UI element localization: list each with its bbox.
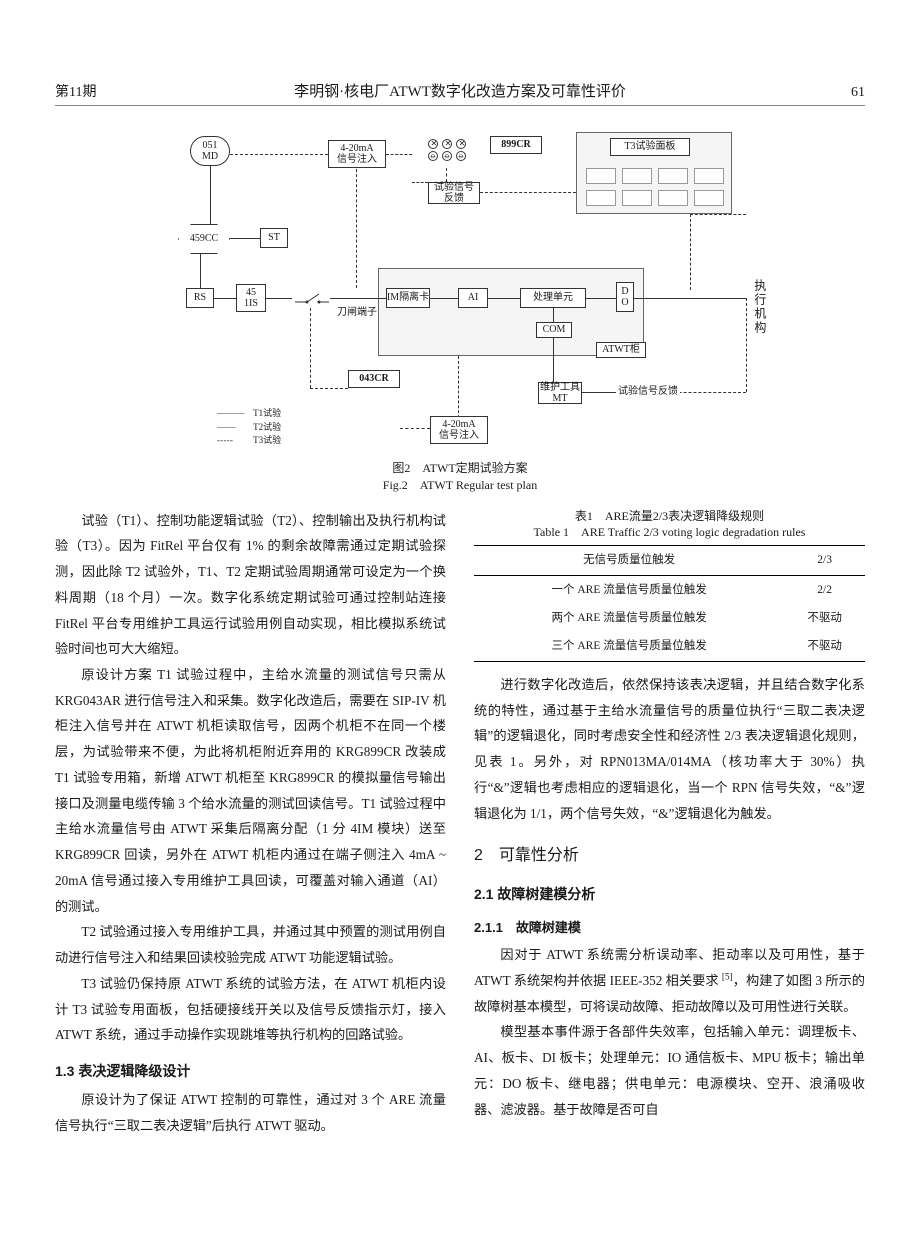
diagram-node-n899: 899CR [490,136,542,154]
diagram-node-n043: 043CR [348,370,400,388]
t1-r1c1: 2/2 [784,575,865,604]
running-header: 第11期 李明钢·核电厂ATWT数字化改造方案及可靠性评价 61 [55,80,865,106]
diagram-node-t3p: T3试验面板 [610,138,690,156]
right-p3: 模型基本事件源于各部件失效率，包括输入单元：调理板卡、AI、板卡、DI 板卡；处… [474,1019,865,1122]
heading-1-3: 1.3 表决逻辑降级设计 [55,1058,446,1085]
heading-2-1-1: 2.1.1 故障树建模 [474,915,865,940]
left-p2: 原设计方案 T1 试验过程中，主给水流量的测试信号只需从 KRG043AR 进行… [55,662,446,919]
diagram-node-rs: RS [186,288,214,308]
heading-2-1: 2.1 故障树建模分析 [474,881,865,908]
diagram-node-circ [412,138,482,164]
left-p5: 原设计为了保证 ATWT 控制的可靠性，通过对 3 个 ARE 流量信号执行“三… [55,1087,446,1138]
table-row: 一个 ARE 流量信号质量位触发2/2 [474,575,865,604]
diagram-node-fb2: 试验信号反馈 [616,386,680,398]
t1-r1c0: 一个 ARE 流量信号质量位触发 [474,575,784,604]
heading-2: 2 可靠性分析 [474,840,865,871]
diagram-node-n45: 45 1IS [236,284,266,312]
diagram-node-mt: 维护工具 MT [538,382,582,404]
diagram-node-exec: 执行机构 [750,264,768,350]
t1-r3c0: 三个 ARE 流量信号质量位触发 [474,632,784,661]
diagram-node-st: ST [260,228,288,248]
diagram-node-n4_20a: 4-20mA 信号注入 [328,140,386,168]
diagram-node-do: D O [616,282,634,312]
t1-r2c1: 不驱动 [784,604,865,632]
fig-caption-cn: 图2 ATWT定期试验方案 [392,461,527,475]
diagram-node-knife: 刀闸端子 [336,308,378,318]
fig-caption-en: Fig.2 ATWT Regular test plan [383,478,537,492]
diagram-node-fb: 试验信号 反馈 [428,182,480,204]
diagram-node-n4_20b: 4-20mA 信号注入 [430,416,488,444]
t1-r2c0: 两个 ARE 流量信号质量位触发 [474,604,784,632]
table-1: 无信号质量位触发2/3 一个 ARE 流量信号质量位触发2/2 两个 ARE 流… [474,545,865,662]
diagram-node-n459: 459CC [178,224,230,254]
t1-r0c1: 2/3 [784,546,865,575]
header-page: 61 [795,85,865,101]
table-row: 三个 ARE 流量信号质量位触发不驱动 [474,632,865,661]
diagram-node-atwt: ATWT柜 [596,342,646,358]
table-row: 两个 ARE 流量信号质量位触发不驱动 [474,604,865,632]
figure-2-svg: 051 MD 4-20mA 信号注入 899CR T3试验面板试验信号 反馈 459CC… [130,124,790,454]
diagram-node-sw [292,290,330,306]
t1-r3c1: 不驱动 [784,632,865,661]
left-column: 试验（T1）、控制功能逻辑试验（T2）、控制输出及执行机构试验（T3）。因为 F… [55,508,446,1139]
diagram-node-ai: AI [458,288,488,308]
table1-caption-cn: 表1 ARE流量2/3表决逻辑降级规则 [575,509,764,523]
left-p3: T2 试验通过接入专用维护工具，并通过其中预置的测试用例自动进行信号注入和结果回… [55,919,446,970]
header-title: 李明钢·核电厂ATWT数字化改造方案及可靠性评价 [125,80,795,101]
figure-2: 051 MD 4-20mA 信号注入 899CR T3试验面板试验信号 反馈 459CC… [55,124,865,494]
diagram-node-n051: 051 MD [190,136,230,166]
table-row: 无信号质量位触发2/3 [474,546,865,575]
diagram-node-com: COM [536,322,572,338]
header-issue: 第11期 [55,81,125,101]
left-p1: 试验（T1）、控制功能逻辑试验（T2）、控制输出及执行机构试验（T3）。因为 F… [55,508,446,662]
t1-r0c0: 无信号质量位触发 [474,546,784,575]
diagram-node-proc: 处理单元 [520,288,586,308]
left-p4: T3 试验仍保持原 ATWT 系统的试验方法，在 ATWT 机柜内设计 T3 试… [55,971,446,1048]
right-p2: 因对于 ATWT 系统需分析误动率、拒动率以及可用性，基于 ATWT 系统架构并… [474,942,865,1019]
diagram-node-legend: — — — T1试验– – – – T2试验- - - - - T3试验 [216,406,296,450]
right-column: 表1 ARE流量2/3表决逻辑降级规则 Table 1 ARE Traffic … [474,508,865,1139]
right-p1: 进行数字化改造后，依然保持该表决逻辑，并且结合数字化系统的特性，通过基于主给水流… [474,672,865,826]
diagram-node-im: IM隔离卡 [386,288,430,308]
body-columns: 试验（T1）、控制功能逻辑试验（T2）、控制输出及执行机构试验（T3）。因为 F… [55,508,865,1139]
table1-caption: 表1 ARE流量2/3表决逻辑降级规则 Table 1 ARE Traffic … [474,508,865,542]
figure-2-caption: 图2 ATWT定期试验方案 Fig.2 ATWT Regular test pl… [383,460,537,494]
table1-caption-en: Table 1 ARE Traffic 2/3 voting logic deg… [534,525,806,539]
